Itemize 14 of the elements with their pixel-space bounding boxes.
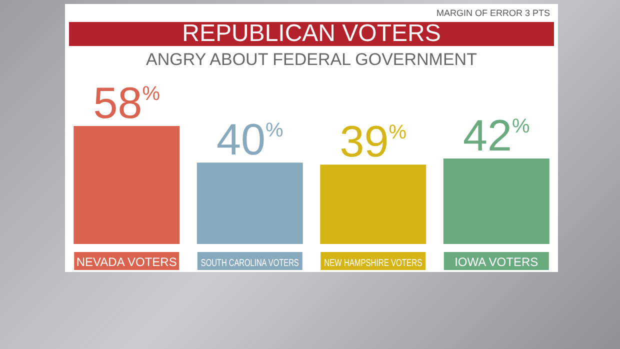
bar xyxy=(196,162,303,244)
bar xyxy=(443,158,550,244)
x-tick-label: IOWA VOTERS xyxy=(454,255,538,269)
data-label: 58$^{%}$ xyxy=(93,79,160,128)
bar xyxy=(74,126,180,244)
x-tick-label: NEW HAMPSHIRE VOTERS xyxy=(324,258,454,269)
bar xyxy=(320,164,426,244)
chart-title: REPUBLICAN VOTERS xyxy=(69,20,554,47)
text: MARGIN OF ERROR 3 PTS xyxy=(436,8,550,18)
data-label: 42$^{%}$ xyxy=(463,112,530,161)
x-tick-label: NEVADA VOTERS xyxy=(76,255,177,269)
chart-subtitle: ANGRY ABOUT FEDERAL GOVERNMENT xyxy=(145,50,478,70)
data-label: 40$^{%}$ xyxy=(216,116,284,165)
data-label: 39$^{%}$ xyxy=(340,118,407,167)
